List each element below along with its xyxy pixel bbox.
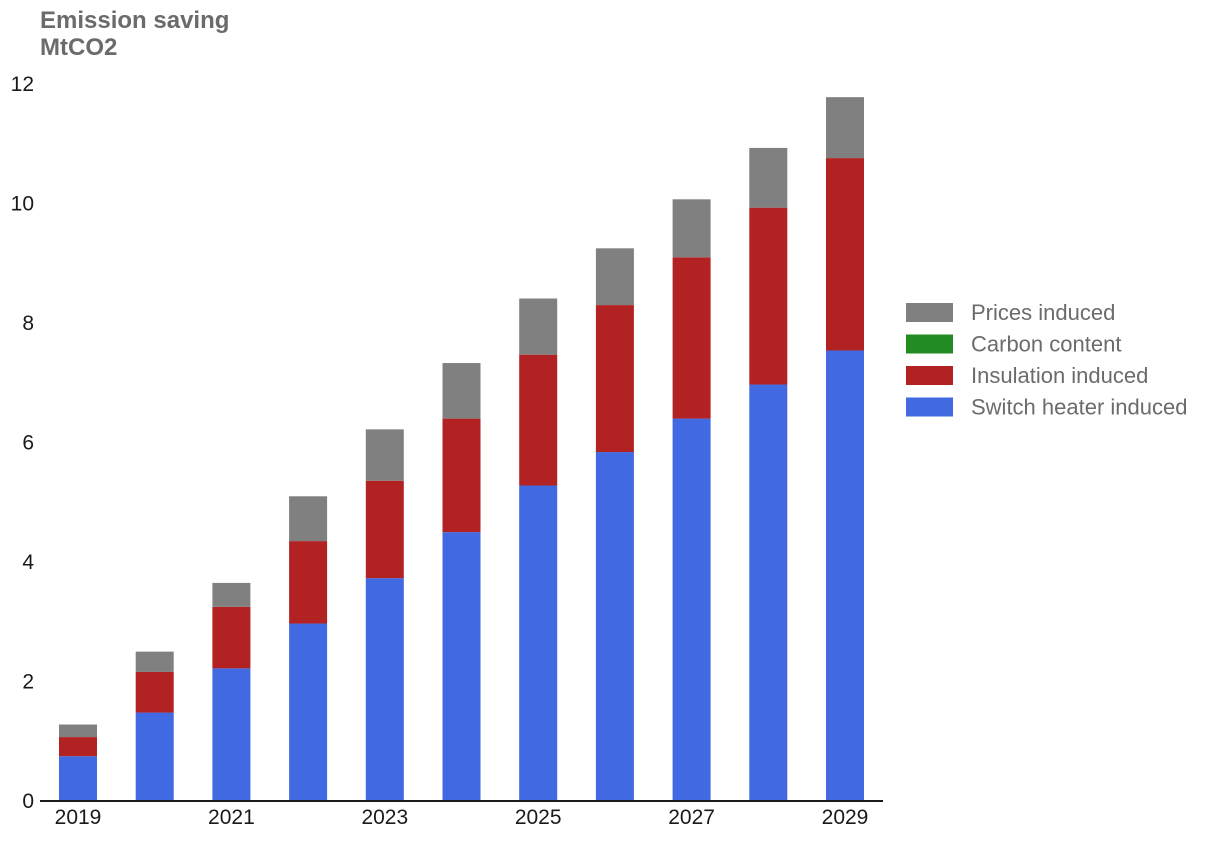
y-tick-label: 2 [22,671,34,694]
bars-layer [59,97,864,802]
bar-segment-prices-induced-2023 [365,429,404,481]
bar-segment-prices-induced-2022 [289,496,328,542]
bar-segment-prices-induced-2019 [59,724,97,738]
bar-segment-insulation-induced-2025 [519,354,558,486]
y-tick-label: 6 [22,432,34,455]
y-tick-label: 4 [22,551,34,574]
chart-subtitle: MtCO2 [40,34,117,61]
bar-segment-prices-induced-2028 [749,147,788,208]
x-tick-label: 2025 [515,806,562,829]
legend-label: Switch heater induced [971,395,1187,420]
legend-label: Insulation induced [971,363,1148,388]
legend-item-prices-induced: Prices induced [906,300,1115,325]
bar-segment-insulation-induced-2026 [595,305,634,453]
bar-segment-switch-heater-induced-2024 [442,532,481,802]
legend-label: Carbon content [971,332,1121,357]
bar-segment-switch-heater-induced-2025 [519,485,558,801]
y-tick-label: 10 [11,193,34,216]
bar-segment-prices-induced-2025 [519,298,558,355]
bar-segment-insulation-induced-2028 [749,207,788,385]
bar-stack-2029 [826,97,864,801]
bar-segment-switch-heater-induced-2021 [212,668,251,801]
bar-segment-insulation-induced-2027 [672,257,711,419]
x-tick-label: 2023 [361,806,408,829]
bar-segment-prices-induced-2026 [595,248,634,306]
legend-swatch [906,366,953,385]
y-tick-label: 8 [22,312,34,335]
legend-swatch [906,397,953,417]
bar-segment-prices-induced-2024 [442,363,481,419]
x-tick-label: 2019 [55,806,102,829]
bar-stack-2026 [595,248,634,801]
bar-stack-2023 [365,429,404,801]
bar-segment-prices-induced-2020 [135,651,174,672]
bar-segment-switch-heater-induced-2023 [365,578,404,801]
x-tick-label: 2027 [668,806,715,829]
bar-segment-prices-induced-2029 [826,97,864,159]
bar-stack-2025 [519,298,558,801]
legend-swatch [906,334,953,354]
bar-segment-switch-heater-induced-2019 [59,756,97,801]
bar-segment-insulation-induced-2020 [135,671,174,713]
bar-segment-prices-induced-2021 [212,582,251,607]
legend-label: Prices induced [971,300,1115,325]
bar-stack-2028 [749,147,788,801]
bar-segment-switch-heater-induced-2028 [749,384,788,801]
bar-segment-insulation-induced-2023 [365,480,404,579]
chart-title: Emission saving [40,7,229,34]
bar-segment-insulation-induced-2022 [289,541,328,624]
bar-segment-insulation-induced-2019 [59,737,97,757]
legend-item-carbon-content: Carbon content [906,332,1121,357]
bar-stack-2019 [59,724,97,801]
x-tick-label: 2029 [822,806,869,829]
bar-segment-switch-heater-induced-2027 [672,418,711,801]
bar-segment-insulation-induced-2029 [826,158,864,351]
bar-stack-2020 [135,651,174,801]
bar-stack-2027 [672,199,711,801]
legend-item-insulation-induced: Insulation induced [906,363,1148,388]
bar-segment-switch-heater-induced-2020 [135,712,174,801]
y-tick-label: 0 [22,790,34,813]
bar-stack-2021 [212,582,251,801]
bar-stack-2024 [442,363,481,802]
x-tick-label: 2021 [208,806,255,829]
bar-stack-2022 [289,496,328,801]
legend-item-switch-heater-induced: Switch heater induced [906,395,1187,420]
bar-segment-insulation-induced-2024 [442,418,481,533]
y-tick-label: 12 [11,73,34,96]
bar-segment-switch-heater-induced-2022 [289,623,328,801]
legend: Prices induced Carbon content Insulation i… [906,300,1187,420]
x-axis: 2019 2021 2023 2025 2027 2029 [40,800,883,829]
bar-segment-insulation-induced-2021 [212,606,251,669]
bar-segment-prices-induced-2027 [672,199,711,258]
bar-segment-switch-heater-induced-2029 [826,350,864,801]
legend-swatch [906,303,953,322]
bar-segment-switch-heater-induced-2026 [595,452,634,801]
y-axis: 0 2 4 6 8 10 12 [11,73,35,813]
